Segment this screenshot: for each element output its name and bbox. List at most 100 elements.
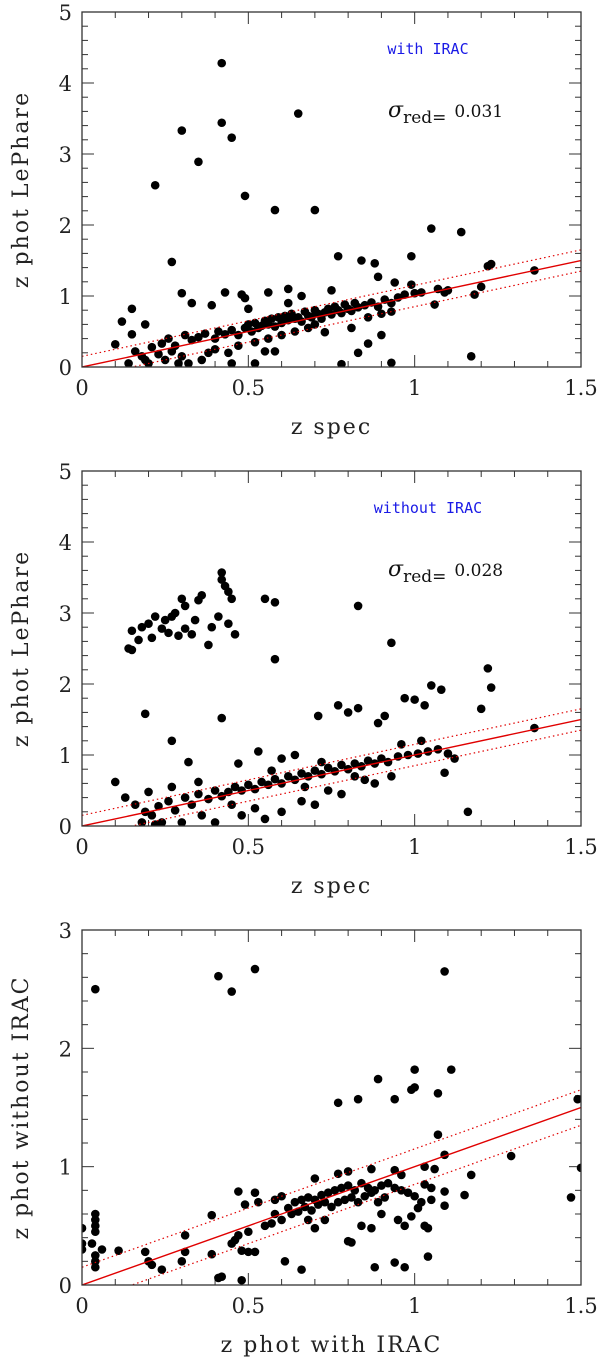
data-point bbox=[87, 1239, 97, 1248]
data-point bbox=[150, 180, 160, 190]
plot-frame bbox=[81, 11, 582, 368]
data-point bbox=[403, 1188, 413, 1197]
data-point bbox=[227, 594, 236, 604]
data-point bbox=[197, 355, 207, 365]
plot-panel-1: 0 0.5 1 1.5 0 1 2 3 4 5 z spec z phot LePhare with I… bbox=[9, 1, 598, 440]
data-point bbox=[347, 323, 356, 333]
data-point bbox=[476, 704, 486, 714]
data-point bbox=[207, 1249, 217, 1259]
data-point bbox=[194, 157, 203, 167]
data-point bbox=[227, 133, 236, 142]
data-point bbox=[283, 772, 293, 781]
x-tick-label: 1.5 bbox=[564, 835, 597, 859]
data-point bbox=[91, 1257, 100, 1266]
data-point bbox=[446, 1065, 456, 1074]
data-point bbox=[207, 622, 217, 632]
data-point bbox=[370, 1262, 380, 1272]
data-point bbox=[234, 1231, 243, 1240]
data-point bbox=[353, 348, 363, 358]
data-point bbox=[400, 290, 409, 299]
data-point bbox=[440, 768, 449, 778]
data-point bbox=[110, 777, 120, 787]
data-point bbox=[160, 615, 170, 625]
data-point bbox=[124, 359, 133, 367]
data-point bbox=[140, 1247, 150, 1257]
data-point bbox=[360, 775, 370, 785]
data-point bbox=[373, 718, 383, 728]
data-point bbox=[387, 772, 396, 781]
data-point bbox=[157, 339, 167, 348]
data-point bbox=[353, 703, 363, 713]
data-point bbox=[140, 709, 150, 719]
data-point bbox=[217, 568, 227, 577]
data-point bbox=[297, 1265, 306, 1274]
x-tick-label: 1 bbox=[408, 1294, 421, 1318]
data-point bbox=[154, 349, 163, 359]
y-tick-label: 4 bbox=[59, 531, 72, 555]
data-point bbox=[194, 789, 203, 799]
data-point bbox=[337, 789, 346, 799]
y-tick-label: 0 bbox=[59, 356, 72, 380]
data-point bbox=[313, 711, 323, 721]
data-point bbox=[270, 774, 280, 784]
y-tick-label: 3 bbox=[59, 919, 72, 943]
data-point bbox=[410, 695, 419, 704]
data-point bbox=[117, 317, 127, 326]
x-axis-title: z spec bbox=[291, 874, 372, 899]
data-point bbox=[353, 1197, 363, 1207]
data-point bbox=[390, 278, 400, 287]
data-point bbox=[377, 330, 386, 340]
data-point bbox=[210, 818, 220, 826]
data-point bbox=[576, 1163, 581, 1173]
y-tick-label: 2 bbox=[59, 673, 72, 697]
data-point bbox=[217, 58, 227, 68]
data-point bbox=[343, 1181, 353, 1190]
sigma-value: 0.028 bbox=[454, 561, 503, 581]
data-point bbox=[303, 323, 313, 333]
data-point bbox=[297, 769, 306, 778]
data-point bbox=[164, 628, 173, 638]
data-point bbox=[463, 807, 473, 817]
data-point bbox=[367, 1188, 376, 1197]
upper-dotted-line bbox=[82, 1089, 581, 1268]
data-point bbox=[506, 1151, 516, 1161]
data-point bbox=[160, 355, 170, 365]
data-point bbox=[130, 347, 140, 356]
data-point bbox=[91, 1262, 100, 1272]
data-point bbox=[91, 1227, 100, 1237]
data-point bbox=[220, 288, 230, 297]
data-point bbox=[164, 334, 173, 343]
data-point bbox=[530, 723, 539, 733]
y-axis-title: z phot without IRAC bbox=[9, 975, 34, 1239]
lower-dotted-line bbox=[130, 1124, 581, 1285]
data-point bbox=[337, 760, 346, 770]
data-point bbox=[240, 191, 250, 201]
y-axis-title: z phot LePhare bbox=[9, 91, 34, 288]
data-point bbox=[170, 806, 180, 815]
x-tick-label: 0 bbox=[75, 1294, 88, 1318]
x-tick-label: 1 bbox=[408, 376, 421, 400]
data-point bbox=[303, 772, 313, 781]
data-point bbox=[360, 1191, 370, 1201]
data-point bbox=[184, 757, 193, 767]
data-point bbox=[327, 1202, 336, 1212]
data-point bbox=[237, 811, 246, 820]
data-point bbox=[97, 1245, 107, 1254]
data-point bbox=[323, 763, 333, 773]
data-point bbox=[413, 1203, 423, 1213]
x-tick-label: 1 bbox=[408, 835, 421, 859]
data-point bbox=[427, 1195, 436, 1205]
data-point bbox=[207, 300, 217, 310]
data-point bbox=[283, 298, 293, 308]
plot-frame bbox=[81, 929, 582, 1286]
data-point bbox=[430, 1164, 439, 1174]
data-point bbox=[310, 800, 320, 809]
data-point bbox=[214, 971, 223, 981]
x-tick-label: 0.5 bbox=[232, 376, 265, 400]
data-point bbox=[427, 224, 436, 233]
data-point bbox=[127, 330, 137, 339]
data-point bbox=[443, 749, 453, 758]
data-point bbox=[244, 320, 253, 329]
data-point bbox=[357, 1221, 366, 1231]
data-point bbox=[110, 339, 120, 349]
